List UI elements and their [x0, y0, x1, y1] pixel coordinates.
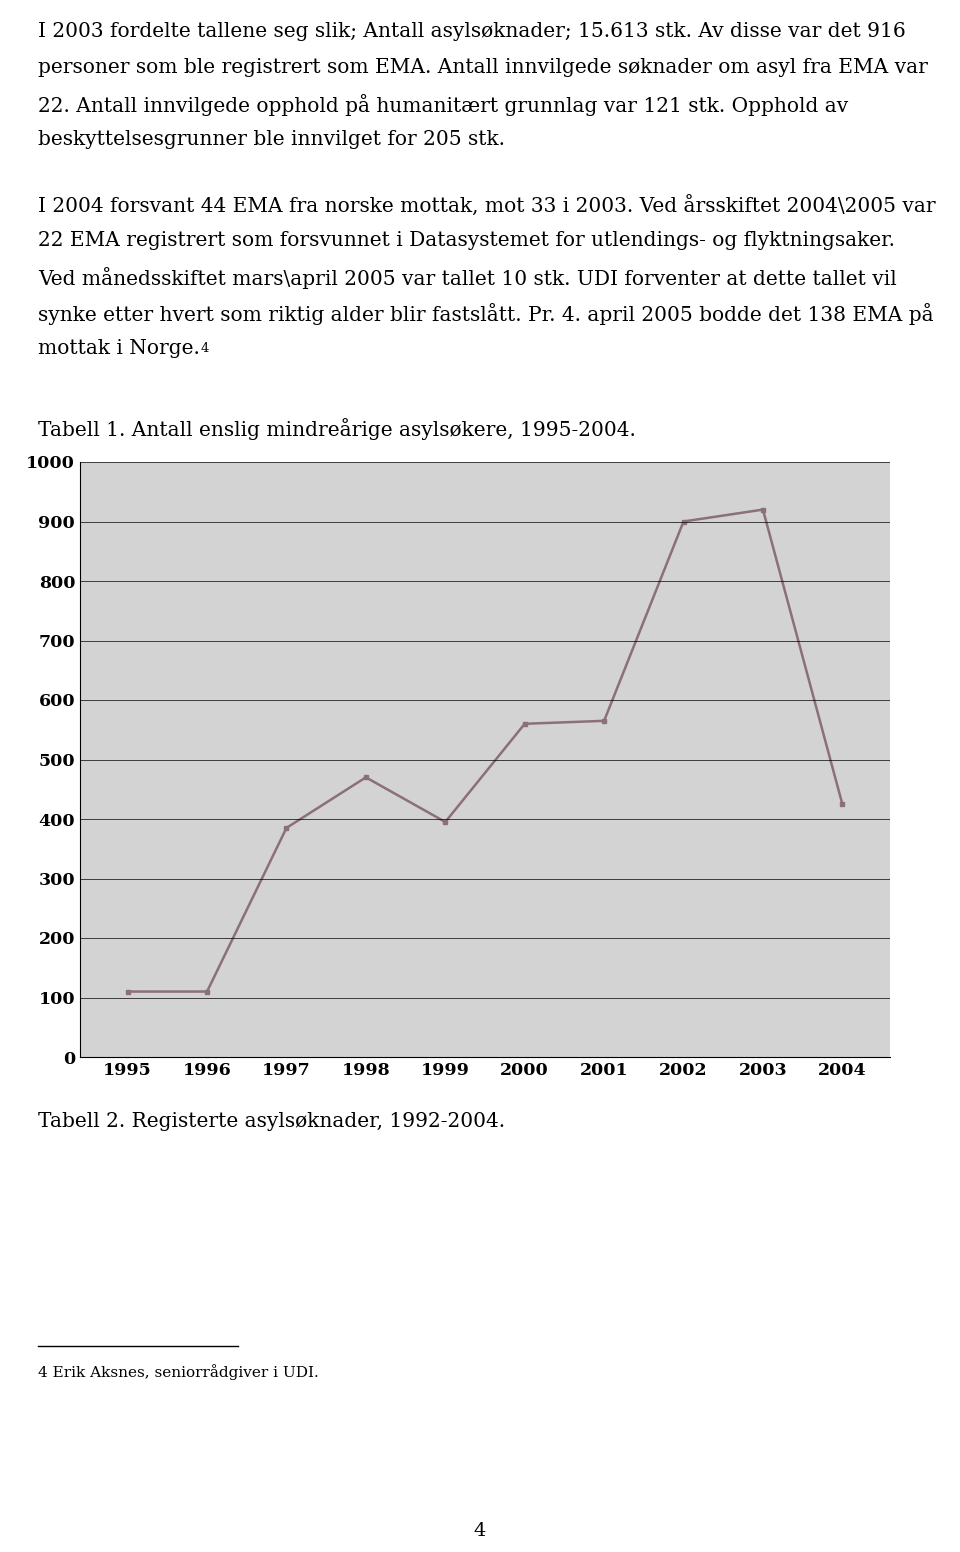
Text: mottak i Norge.: mottak i Norge. — [38, 338, 200, 359]
Text: 4: 4 — [201, 341, 209, 355]
Text: Tabell 2. Registerte asylsøknader, 1992-2004.: Tabell 2. Registerte asylsøknader, 1992-… — [38, 1111, 505, 1131]
Text: 22. Antall innvilgede opphold på humanitært grunnlag var 121 stk. Opphold av: 22. Antall innvilgede opphold på humanit… — [38, 95, 849, 116]
Text: I 2004 forsvant 44 EMA fra norske mottak, mot 33 i 2003. Ved årsskiftet 2004\200: I 2004 forsvant 44 EMA fra norske mottak… — [38, 196, 936, 216]
Text: Tabell 1. Antall enslig mindreårige asylsøkere, 1995-2004.: Tabell 1. Antall enslig mindreårige asyl… — [38, 417, 636, 441]
Text: synke etter hvert som riktig alder blir fastslått. Pr. 4. april 2005 bodde det 1: synke etter hvert som riktig alder blir … — [38, 303, 934, 324]
Text: Ved månedsskiftet mars\april 2005 var tallet 10 stk. UDI forventer at dette tall: Ved månedsskiftet mars\april 2005 var ta… — [38, 267, 897, 289]
Text: personer som ble registrert som EMA. Antall innvilgede søknader om asyl fra EMA : personer som ble registrert som EMA. Ant… — [38, 57, 928, 78]
Text: 4 Erik Aksnes, seniorrådgiver i UDI.: 4 Erik Aksnes, seniorrådgiver i UDI. — [38, 1364, 319, 1380]
Text: 4: 4 — [474, 1523, 486, 1540]
Text: I 2003 fordelte tallene seg slik; Antall asylsøknader; 15.613 stk. Av disse var : I 2003 fordelte tallene seg slik; Antall… — [38, 22, 905, 40]
Text: 22 EMA registrert som forsvunnet i Datasystemet for utlendings- og flyktningsake: 22 EMA registrert som forsvunnet i Datas… — [38, 231, 895, 250]
Text: beskyttelsesgrunner ble innvilget for 205 stk.: beskyttelsesgrunner ble innvilget for 20… — [38, 130, 505, 149]
